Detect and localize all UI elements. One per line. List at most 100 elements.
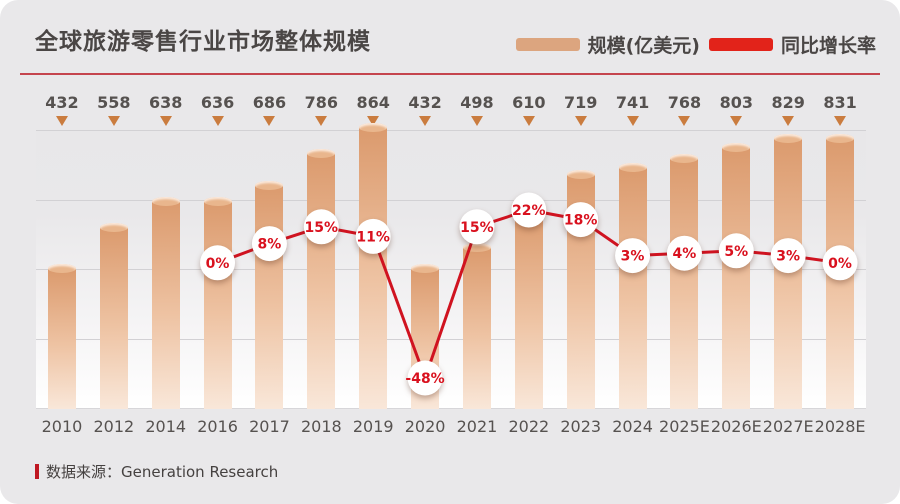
triangle-down-icon — [574, 116, 587, 126]
year-label: 2023 — [560, 417, 602, 436]
growth-marker — [822, 245, 858, 281]
header-divider — [20, 73, 880, 75]
bar-value-label: 768 — [667, 93, 702, 112]
triangle-down-icon — [159, 116, 172, 126]
bar-value-label: 741 — [615, 93, 650, 112]
growth-marker-label: 11% — [356, 229, 390, 245]
bar-value-label: 686 — [252, 93, 287, 112]
bar-value-label: 786 — [304, 93, 339, 112]
triangle-down-icon — [730, 116, 743, 126]
growth-marker — [666, 235, 702, 271]
bar-series-swatch-icon — [515, 38, 580, 51]
bar-2019 — [359, 123, 388, 409]
growth-marker-label: 3% — [621, 249, 645, 265]
growth-marker-label: 3% — [776, 249, 800, 265]
data-source: 数据来源：Generation Research — [35, 461, 278, 482]
bar-value-label: 610 — [512, 93, 546, 112]
year-label: 2016 — [197, 417, 238, 436]
growth-marker-label: 5% — [724, 244, 748, 260]
legend-label-growth: 同比增长率 — [780, 35, 876, 57]
year-label: 2019 — [352, 417, 394, 436]
growth-marker — [511, 192, 547, 228]
legend-item-growth: 同比增长率 — [708, 31, 876, 58]
bar-2017 — [255, 181, 284, 409]
triangle-down-icon — [263, 116, 276, 126]
year-label: 2028E — [814, 417, 866, 436]
growth-marker — [615, 238, 651, 274]
growth-marker-label: 8% — [258, 237, 282, 253]
bar-2025E — [670, 154, 699, 409]
growth-marker — [355, 218, 391, 254]
red-bar-icon — [35, 464, 39, 479]
growth-marker-label: 15% — [460, 220, 494, 236]
bar-2014 — [151, 196, 180, 409]
growth-marker-label: 0% — [828, 256, 852, 272]
bar-2021 — [462, 242, 491, 409]
growth-marker — [407, 360, 443, 396]
growth-marker-label: -48% — [405, 371, 444, 387]
bar-value-label: 638 — [148, 93, 183, 112]
legend-label-scale: 规模(亿美元) — [587, 35, 700, 57]
bar-value-label: 498 — [460, 93, 494, 112]
triangle-down-icon — [211, 116, 224, 126]
gridline — [36, 200, 866, 201]
data-source-text: 数据来源：Generation Research — [46, 463, 279, 481]
bar-value-label: 719 — [563, 93, 598, 112]
gridline — [36, 269, 866, 270]
year-label: 2025E — [659, 417, 710, 436]
growth-marker-label: 4% — [673, 246, 697, 262]
triangle-down-icon — [626, 116, 639, 126]
gridline — [36, 339, 866, 340]
year-label: 2021 — [456, 417, 498, 436]
growth-marker — [303, 209, 339, 245]
growth-marker-label: 22% — [512, 203, 546, 219]
growth-marker-label: 15% — [305, 220, 339, 236]
growth-marker — [200, 245, 236, 281]
bar-2016 — [203, 197, 232, 409]
growth-marker — [459, 209, 495, 245]
year-label: 2017 — [249, 417, 290, 436]
growth-marker — [251, 226, 287, 262]
bar-value-label: 432 — [408, 93, 442, 112]
line-series-swatch-icon — [708, 38, 773, 51]
growth-marker — [770, 238, 806, 274]
bar-value-label: 829 — [771, 93, 805, 112]
triangle-down-icon — [782, 116, 795, 126]
legend-item-scale: 规模(亿美元) — [515, 31, 700, 58]
growth-marker-label: 18% — [564, 213, 598, 229]
bar-2024 — [618, 163, 647, 409]
triangle-down-icon — [834, 116, 847, 126]
x-axis-line — [36, 408, 866, 409]
bar-2026E — [722, 142, 751, 409]
year-label: 2022 — [508, 417, 550, 436]
bar-value-label: 831 — [823, 93, 857, 112]
bar-value-label: 864 — [356, 93, 390, 112]
year-label: 2026E — [710, 417, 762, 436]
triangle-down-icon — [678, 116, 691, 126]
bar-value-label: 432 — [45, 93, 79, 112]
triangle-down-icon — [419, 116, 432, 126]
year-label: 2010 — [41, 417, 83, 436]
bar-value-label: 636 — [200, 93, 235, 112]
page-title: 全球旅游零售行业市场整体规模 — [35, 29, 371, 55]
bar-2012 — [99, 222, 128, 409]
triangle-down-icon — [522, 116, 535, 126]
bar-value-label: 558 — [97, 93, 131, 112]
year-label: 2024 — [612, 417, 653, 436]
plot-area: 0% 8% 15% 11% -48% 15% 22% 18% 3% 4% 5% 3% 0% — [36, 123, 866, 409]
triangle-down-icon — [55, 116, 68, 126]
year-label: 2027E — [762, 417, 814, 436]
bar-2010 — [47, 264, 76, 409]
year-label: 2020 — [404, 417, 446, 436]
gridline — [36, 130, 866, 131]
triangle-down-icon — [315, 116, 328, 126]
bar-2027E — [774, 134, 803, 409]
triangle-down-icon — [107, 116, 120, 126]
triangle-down-icon — [470, 116, 483, 126]
bar-2018 — [307, 148, 336, 409]
legend: 规模(亿美元) 同比增长率 — [515, 31, 876, 58]
year-label: 2018 — [300, 417, 342, 436]
growth-line-layer: 0% 8% 15% 11% -48% 15% 22% 18% 3% 4% 5% 3% 0% — [200, 192, 858, 396]
growth-marker-label: 0% — [206, 256, 230, 272]
